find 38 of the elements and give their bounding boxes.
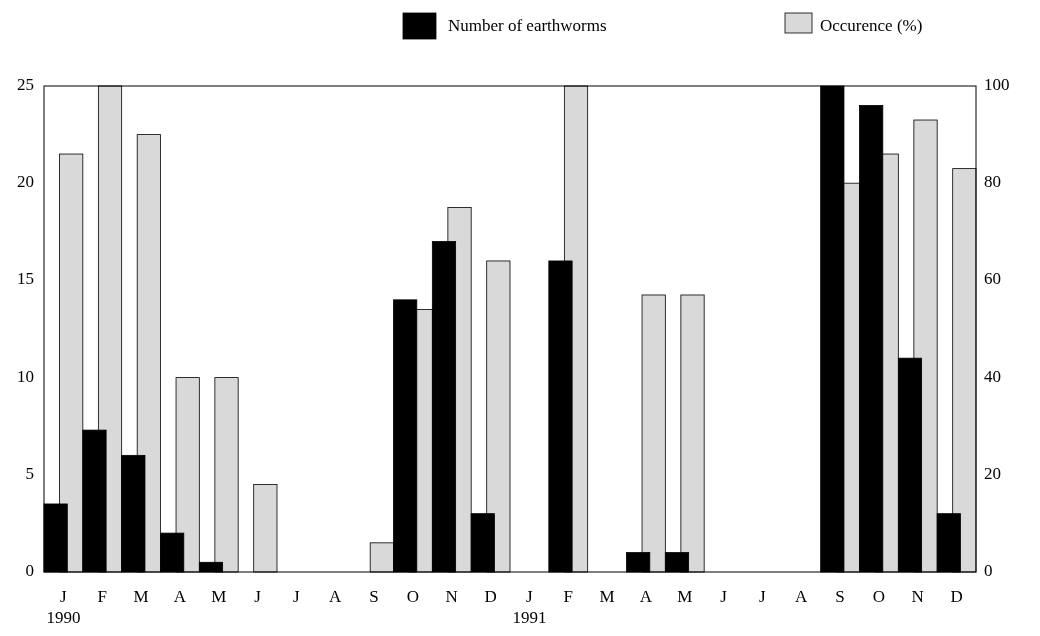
x-tick-label: D [950,587,963,606]
legend-label: Number of earthworms [448,15,607,35]
x-tick-label: F [563,587,573,606]
x-tick-label: A [639,587,653,606]
x-tick-label: S [835,587,845,606]
x-tick-label: M [677,587,693,606]
x-tick-label: J 1991 [512,587,547,627]
y2-tick-label: 20 [984,463,1001,483]
y2-tick-label: 100 [984,74,1010,94]
x-tick-label: N [911,587,924,606]
y2-tick-label: 0 [984,560,993,580]
y-tick-label: 5 [25,463,34,483]
x-tick-label: N [445,587,458,606]
x-tick-label: J [293,587,301,606]
x-tick-label: J [254,587,262,606]
x-tick-label: O [872,587,886,606]
x-tick-label: A [795,587,809,606]
y2-tick-label: 60 [984,269,1001,289]
x-tick-label: M [133,587,149,606]
x-tick-label: M [211,587,227,606]
y-tick-label: 25 [17,74,34,94]
legend-label: Occurence (%) [820,15,923,35]
x-tick-label: J 1990 [46,587,81,627]
x-tick-label: J [720,587,728,606]
x-tick-label: O [406,587,420,606]
y-tick-label: 20 [17,172,34,192]
y2-tick-label: 40 [984,366,1001,386]
x-tick-label: F [97,587,107,606]
y-tick-label: 0 [25,560,34,580]
y-tick-label: 10 [17,366,34,386]
y2-tick-label: 80 [984,172,1001,192]
x-tick-label: D [484,587,497,606]
x-tick-label: J [759,587,767,606]
x-tick-label: S [369,587,379,606]
x-tick-label: M [599,587,615,606]
y-tick-label: 15 [17,269,34,289]
x-tick-label: A [329,587,343,606]
x-tick-label: A [173,587,187,606]
